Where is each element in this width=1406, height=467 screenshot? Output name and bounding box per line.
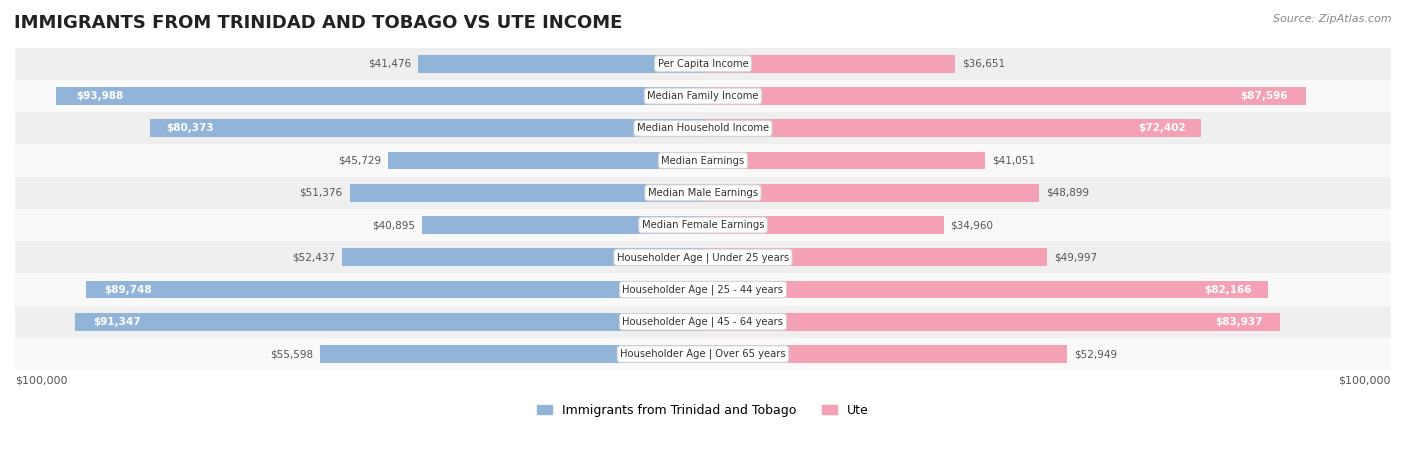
Text: $83,937: $83,937 <box>1216 317 1263 327</box>
Bar <box>703 216 943 234</box>
Text: Householder Age | 25 - 44 years: Householder Age | 25 - 44 years <box>623 284 783 295</box>
Text: $41,476: $41,476 <box>367 59 411 69</box>
Text: Median Male Earnings: Median Male Earnings <box>648 188 758 198</box>
Text: $87,596: $87,596 <box>1240 91 1288 101</box>
Text: $100,000: $100,000 <box>15 375 67 385</box>
Bar <box>15 80 1391 112</box>
Text: Median Female Earnings: Median Female Earnings <box>641 220 765 230</box>
Bar <box>342 248 703 266</box>
Text: $48,899: $48,899 <box>1046 188 1090 198</box>
Text: $52,949: $52,949 <box>1074 349 1118 359</box>
Text: $89,748: $89,748 <box>104 284 152 295</box>
Text: $93,988: $93,988 <box>76 91 122 101</box>
Bar <box>15 338 1391 370</box>
Bar <box>703 55 955 73</box>
Bar <box>15 112 1391 144</box>
Bar <box>422 216 703 234</box>
Bar <box>703 345 1067 363</box>
Bar <box>15 144 1391 177</box>
Bar <box>703 120 1201 137</box>
Bar <box>75 313 703 331</box>
Text: Median Earnings: Median Earnings <box>661 156 745 166</box>
Bar <box>15 209 1391 241</box>
Text: Source: ZipAtlas.com: Source: ZipAtlas.com <box>1274 14 1392 24</box>
Text: Householder Age | Over 65 years: Householder Age | Over 65 years <box>620 349 786 359</box>
Bar <box>703 152 986 170</box>
Text: Householder Age | 45 - 64 years: Householder Age | 45 - 64 years <box>623 317 783 327</box>
Bar <box>15 274 1391 306</box>
Bar <box>703 313 1281 331</box>
Text: $51,376: $51,376 <box>299 188 343 198</box>
Bar <box>321 345 703 363</box>
Text: $41,051: $41,051 <box>993 156 1035 166</box>
Bar <box>388 152 703 170</box>
Text: $40,895: $40,895 <box>371 220 415 230</box>
Bar <box>703 184 1039 202</box>
Bar <box>15 177 1391 209</box>
Legend: Immigrants from Trinidad and Tobago, Ute: Immigrants from Trinidad and Tobago, Ute <box>533 399 873 422</box>
Bar <box>703 248 1047 266</box>
Bar <box>56 87 703 105</box>
Bar <box>15 241 1391 274</box>
Text: $82,166: $82,166 <box>1204 284 1251 295</box>
Text: $49,997: $49,997 <box>1054 252 1097 262</box>
Text: $52,437: $52,437 <box>292 252 336 262</box>
Bar <box>150 120 703 137</box>
Text: $72,402: $72,402 <box>1139 123 1187 133</box>
Bar <box>15 48 1391 80</box>
Text: Median Family Income: Median Family Income <box>647 91 759 101</box>
Text: $91,347: $91,347 <box>93 317 141 327</box>
Bar <box>703 87 1306 105</box>
Text: Per Capita Income: Per Capita Income <box>658 59 748 69</box>
Text: $80,373: $80,373 <box>167 123 214 133</box>
Text: IMMIGRANTS FROM TRINIDAD AND TOBAGO VS UTE INCOME: IMMIGRANTS FROM TRINIDAD AND TOBAGO VS U… <box>14 14 623 32</box>
Text: Median Household Income: Median Household Income <box>637 123 769 133</box>
Text: Householder Age | Under 25 years: Householder Age | Under 25 years <box>617 252 789 262</box>
Bar <box>86 281 703 298</box>
Bar <box>703 281 1268 298</box>
Text: $100,000: $100,000 <box>1339 375 1391 385</box>
Bar <box>350 184 703 202</box>
Text: $45,729: $45,729 <box>339 156 381 166</box>
Bar <box>418 55 703 73</box>
Text: $36,651: $36,651 <box>962 59 1005 69</box>
Bar <box>15 306 1391 338</box>
Text: $34,960: $34,960 <box>950 220 994 230</box>
Text: $55,598: $55,598 <box>270 349 314 359</box>
